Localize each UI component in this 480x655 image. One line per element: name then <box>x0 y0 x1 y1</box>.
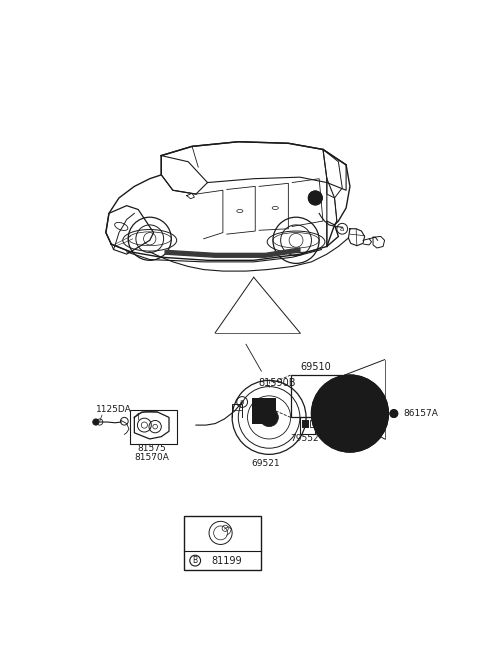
Bar <box>258 405 267 416</box>
Text: a: a <box>340 226 344 232</box>
Bar <box>310 421 315 426</box>
Circle shape <box>93 419 99 425</box>
Bar <box>131 409 177 444</box>
Bar <box>184 516 262 570</box>
Bar <box>302 421 308 426</box>
Bar <box>255 402 271 419</box>
Circle shape <box>390 409 398 417</box>
Bar <box>252 398 275 422</box>
Text: 69510: 69510 <box>300 362 331 372</box>
Text: 1125DA: 1125DA <box>96 405 132 414</box>
Text: 81590B: 81590B <box>258 378 296 388</box>
Text: a: a <box>240 399 244 405</box>
Text: 79552: 79552 <box>290 434 319 443</box>
Text: 81575: 81575 <box>138 443 167 453</box>
Text: 86157A: 86157A <box>404 409 439 418</box>
Bar <box>252 398 275 422</box>
Text: 69521: 69521 <box>251 459 279 468</box>
Bar <box>258 405 267 416</box>
Bar <box>300 417 315 434</box>
Text: B: B <box>192 556 198 565</box>
Circle shape <box>308 191 322 205</box>
Circle shape <box>260 408 278 426</box>
Text: 81199: 81199 <box>211 555 242 566</box>
Text: 81570A: 81570A <box>134 453 169 462</box>
Bar <box>302 421 308 426</box>
Polygon shape <box>165 248 300 257</box>
Bar <box>291 375 345 417</box>
Circle shape <box>312 375 388 452</box>
